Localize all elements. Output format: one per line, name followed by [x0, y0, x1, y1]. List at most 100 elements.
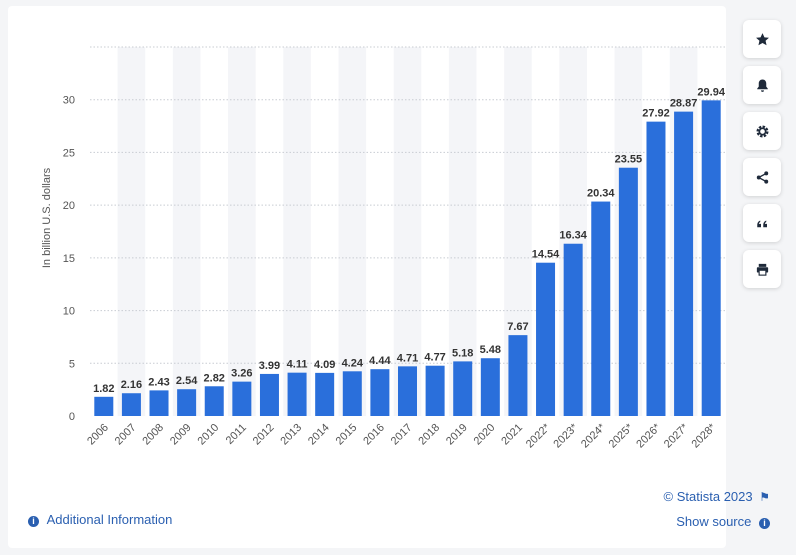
x-tick-label: 2024* — [579, 421, 608, 450]
bar-value-label: 1.82 — [93, 383, 114, 395]
additional-information-label: Additional Information — [46, 512, 173, 527]
x-tick-label: 2028* — [689, 421, 718, 450]
x-tick-label: 2020 — [472, 422, 498, 448]
y-tick-label: 10 — [63, 306, 75, 318]
bar-value-label: 3.26 — [231, 368, 252, 380]
bar-value-label: 4.09 — [314, 359, 335, 371]
x-tick-label: 2012 — [251, 422, 277, 448]
x-tick-label: 2023* — [551, 421, 580, 450]
bar-value-label: 16.34 — [559, 230, 587, 242]
x-tick-label: 2007 — [113, 422, 139, 448]
x-tick-label: 2008 — [140, 422, 166, 448]
x-tick-label: 2025* — [607, 421, 636, 450]
x-tick-label: 2010 — [196, 422, 222, 448]
bar — [425, 365, 445, 416]
bar — [177, 389, 197, 416]
bar-value-label: 4.71 — [397, 352, 418, 364]
bar — [259, 373, 279, 416]
column-band — [228, 47, 256, 416]
bar-value-label: 14.54 — [532, 249, 560, 261]
y-tick-label: 0 — [69, 411, 75, 423]
bar — [398, 366, 417, 416]
additional-information-link[interactable]: i Additional Information — [28, 512, 172, 527]
bar — [342, 371, 362, 416]
print-icon — [756, 263, 768, 276]
x-tick-label: 2009 — [168, 422, 194, 448]
bar-value-label: 28.87 — [670, 98, 698, 110]
bar — [536, 262, 556, 416]
y-tick-label: 30 — [63, 95, 75, 107]
column-band — [172, 47, 201, 416]
print-button[interactable] — [743, 250, 781, 288]
star-icon — [755, 32, 769, 45]
bar — [646, 121, 666, 416]
bar — [591, 201, 611, 416]
bar-chart: 0 5 10 15 20 25 30 1.82 2.16 2.43 2.54 2.82 3.26 3.9… — [41, 46, 726, 450]
bar — [701, 100, 721, 416]
y-tick-label: 15 — [63, 253, 75, 265]
x-tick-label: 2016 — [361, 422, 387, 448]
x-tick-label: 2015 — [334, 422, 360, 448]
y-axis-ticks: 0 5 10 15 20 25 30 — [63, 95, 75, 423]
bar — [121, 393, 141, 416]
x-tick-label: 2013 — [278, 422, 304, 448]
column-band — [393, 47, 422, 416]
notification-button[interactable] — [743, 66, 781, 104]
cite-button[interactable] — [743, 204, 781, 242]
bar — [315, 372, 335, 416]
y-tick-label: 25 — [63, 147, 75, 159]
bar-value-label: 2.43 — [148, 376, 169, 388]
bar-value-label: 2.54 — [176, 375, 198, 387]
bar-value-label: 4.11 — [287, 359, 308, 371]
flag-icon: ⚑ — [759, 490, 770, 504]
column-band — [283, 47, 311, 416]
gear-icon — [756, 125, 768, 137]
y-tick-label: 20 — [63, 200, 75, 212]
share-button[interactable] — [743, 158, 781, 196]
bar-value-label: 20.34 — [587, 188, 615, 200]
bar — [453, 361, 473, 416]
x-tick-label: 2014 — [306, 422, 332, 448]
y-tick-label: 5 — [69, 358, 75, 370]
bar — [370, 369, 390, 416]
x-tick-label: 2026* — [634, 421, 663, 450]
x-axis-ticks: 2006 2007 2008 2009 2010 2011 2012 2013 2014 2015… — [85, 421, 719, 450]
bar — [204, 386, 224, 416]
bar-value-label: 2.16 — [121, 379, 142, 391]
column-band — [117, 47, 146, 416]
bar-value-label: 27.92 — [642, 108, 670, 120]
bar — [232, 381, 252, 416]
bar-value-label: 3.99 — [259, 360, 280, 372]
bar — [618, 167, 638, 416]
bar — [508, 335, 528, 416]
info-icon: i — [28, 516, 39, 527]
bar-value-labels: 1.82 2.16 2.43 2.54 2.82 3.26 3.99 4.11 4.09 4.24… — [93, 86, 726, 394]
star-button[interactable] — [743, 20, 781, 58]
bar — [287, 372, 307, 416]
bar-value-label: 4.44 — [369, 355, 391, 367]
bar — [674, 111, 694, 416]
show-source-label: Show source — [676, 514, 752, 529]
show-source-link[interactable]: Show source i — [676, 514, 770, 529]
bar-value-label: 29.94 — [697, 86, 725, 98]
copyright-label: © Statista 2023 — [663, 489, 753, 504]
bar-value-label: 23.55 — [615, 154, 643, 166]
x-tick-label: 2022* — [524, 421, 553, 450]
settings-button[interactable] — [743, 112, 781, 150]
x-tick-label: 2021 — [499, 422, 525, 448]
bar-value-label: 7.67 — [507, 321, 528, 333]
info-icon: i — [759, 518, 770, 529]
bar-value-label: 5.48 — [480, 344, 501, 356]
x-tick-label: 2017 — [389, 422, 415, 448]
bell-icon — [756, 79, 768, 92]
column-band — [448, 47, 477, 416]
bar-value-label: 5.18 — [452, 347, 473, 359]
x-tick-label: 2011 — [224, 422, 249, 447]
x-tick-label: 2027* — [662, 421, 691, 450]
bar-value-label: 2.82 — [204, 372, 225, 384]
quote-icon — [756, 220, 767, 227]
bar-value-label: 4.77 — [424, 352, 445, 364]
bar-value-label: 4.24 — [342, 357, 364, 369]
x-tick-label: 2018 — [416, 422, 442, 448]
statista-copyright-link[interactable]: © Statista 2023 ⚑ — [664, 489, 770, 504]
